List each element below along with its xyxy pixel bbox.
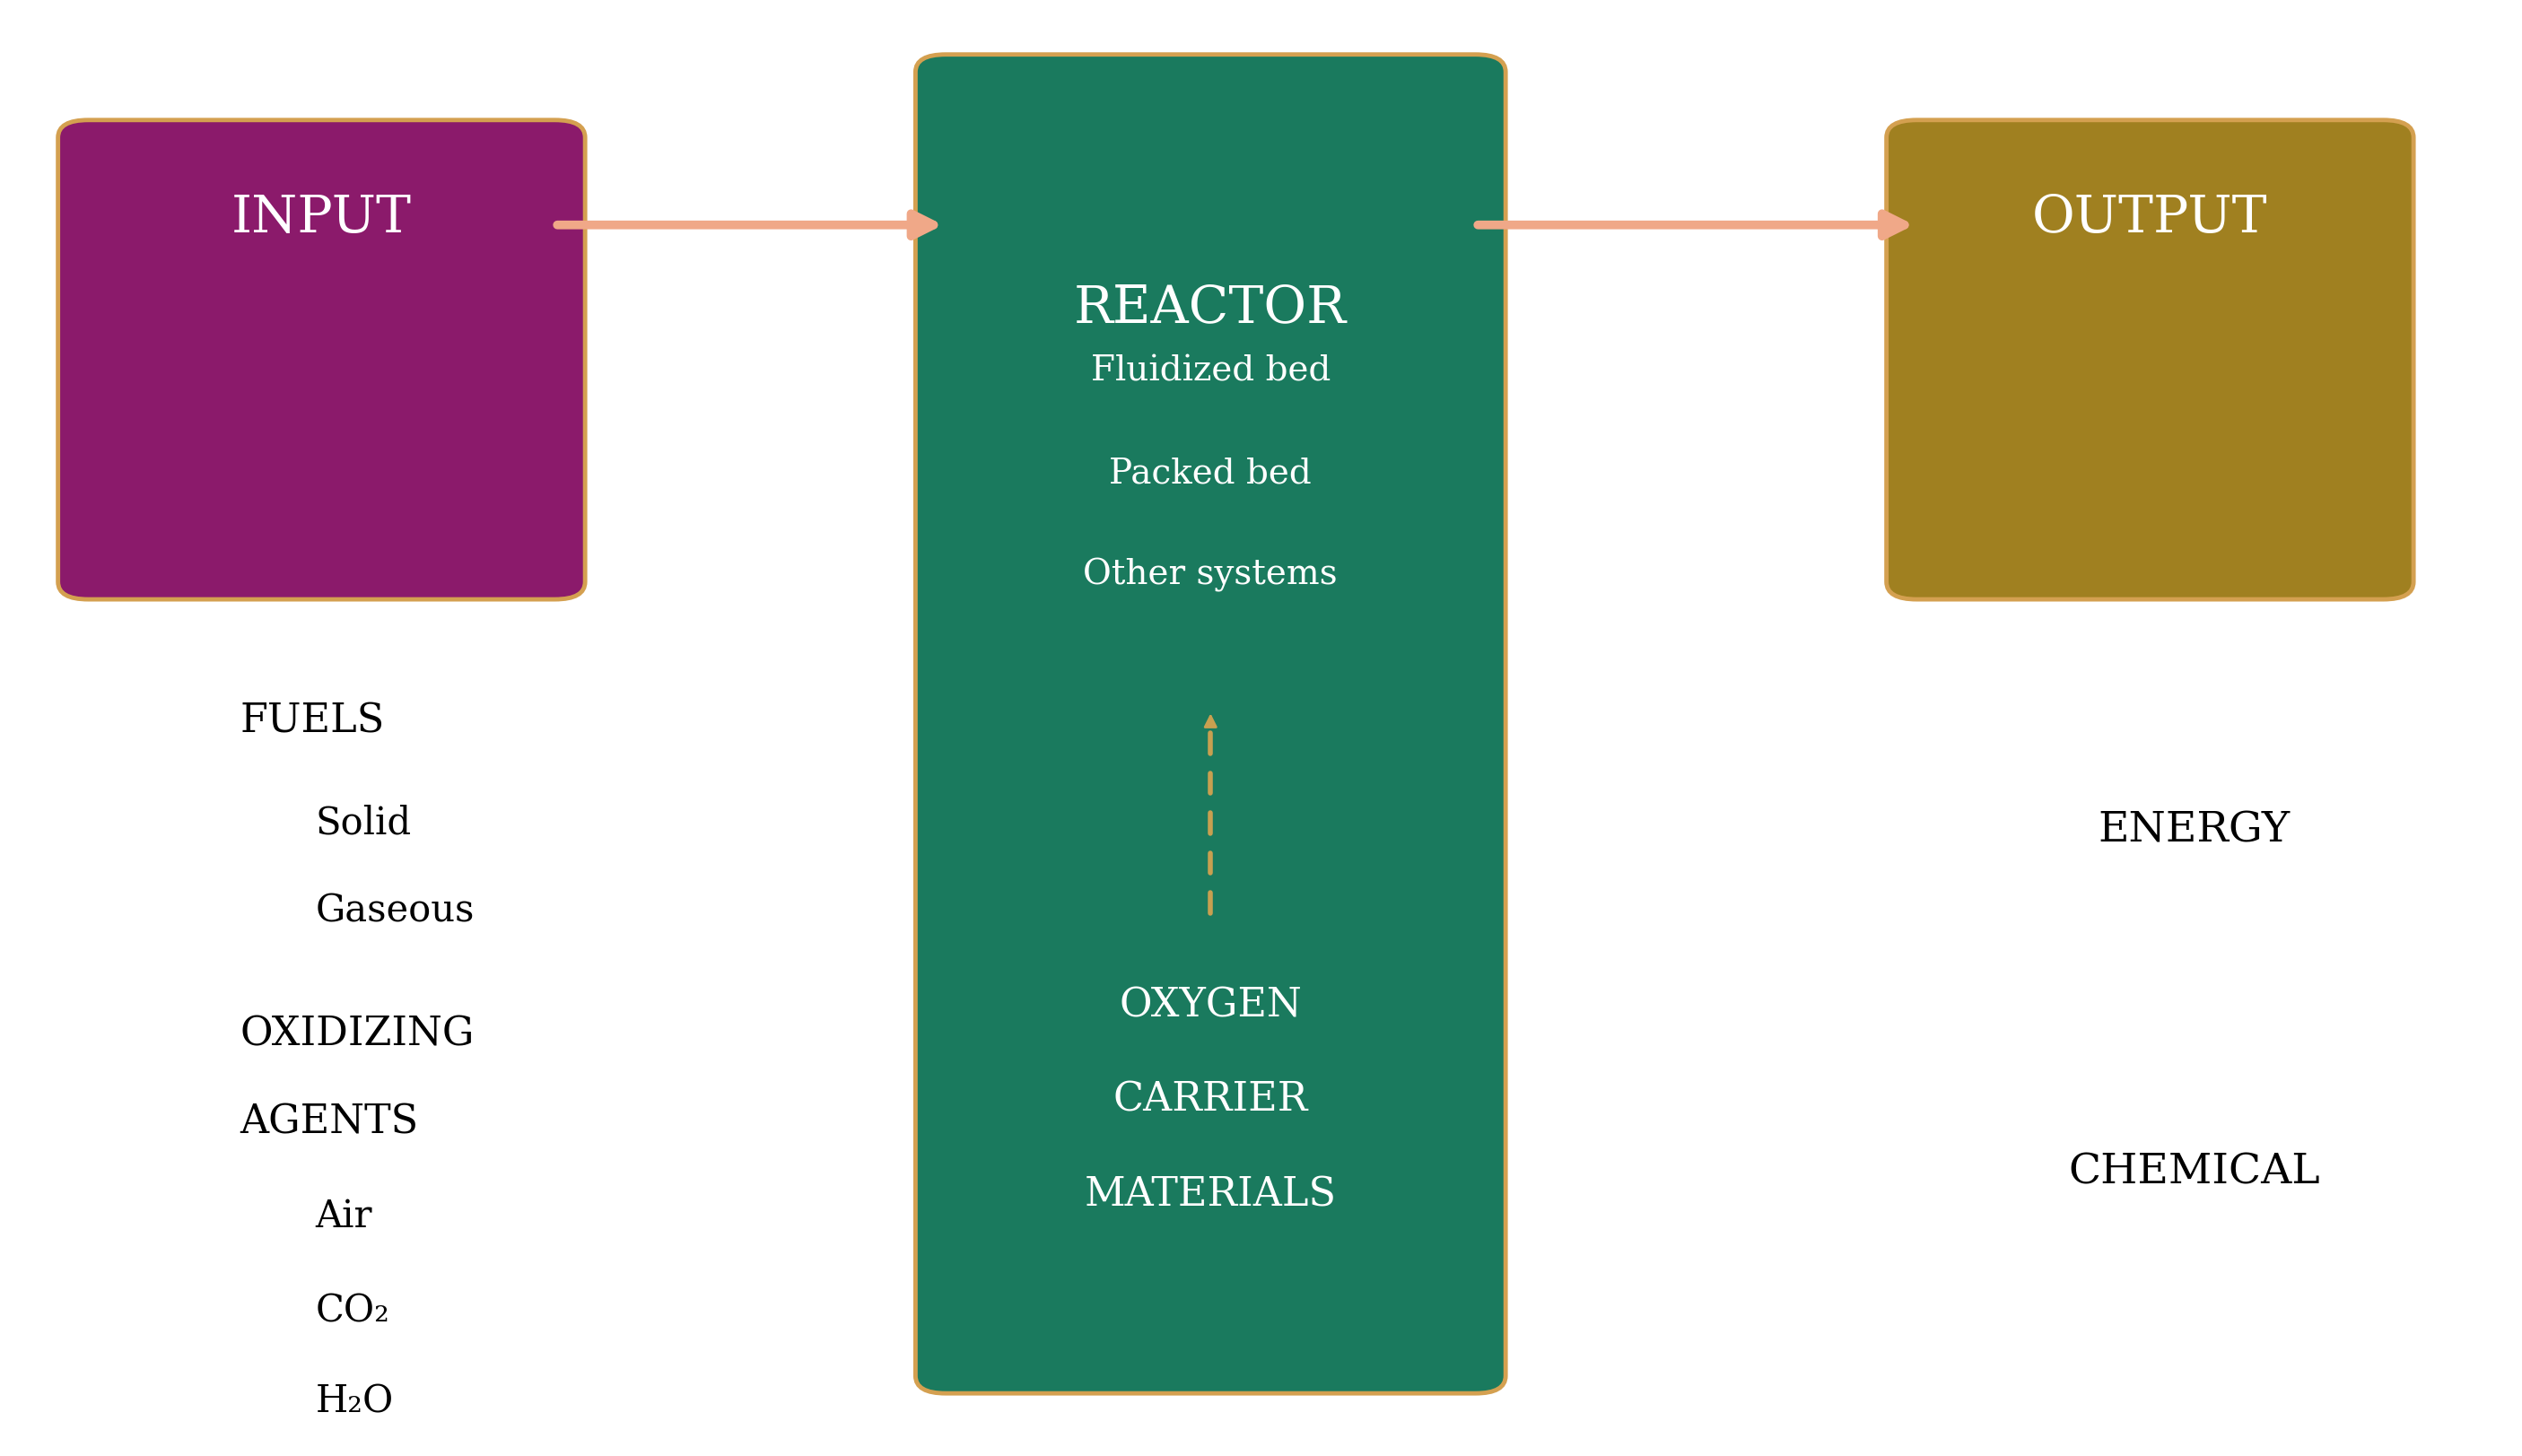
Text: CHEMICAL: CHEMICAL [2068, 1152, 2320, 1192]
FancyBboxPatch shape [915, 55, 1506, 1393]
Text: FUELS: FUELS [240, 702, 383, 740]
Text: Solid: Solid [315, 804, 411, 842]
Text: Fluidized bed: Fluidized bed [1090, 355, 1332, 387]
Text: ENERGY: ENERGY [2098, 810, 2290, 850]
Text: REACTOR: REACTOR [1074, 282, 1347, 332]
Text: OUTPUT: OUTPUT [2033, 194, 2267, 243]
Text: CO₂: CO₂ [315, 1291, 388, 1329]
Text: OXYGEN: OXYGEN [1120, 986, 1301, 1024]
Text: AGENTS: AGENTS [240, 1102, 419, 1140]
Text: CARRIER: CARRIER [1112, 1080, 1309, 1118]
Text: Other systems: Other systems [1084, 558, 1337, 593]
FancyBboxPatch shape [1886, 121, 2414, 600]
Text: Gaseous: Gaseous [315, 891, 474, 929]
Text: Air: Air [315, 1197, 373, 1235]
Text: H₂O: H₂O [315, 1382, 393, 1420]
Text: MATERIALS: MATERIALS [1084, 1175, 1337, 1213]
Text: Packed bed: Packed bed [1110, 457, 1311, 489]
Text: INPUT: INPUT [232, 194, 411, 243]
FancyBboxPatch shape [58, 121, 585, 600]
Text: OXIDIZING: OXIDIZING [240, 1015, 474, 1053]
